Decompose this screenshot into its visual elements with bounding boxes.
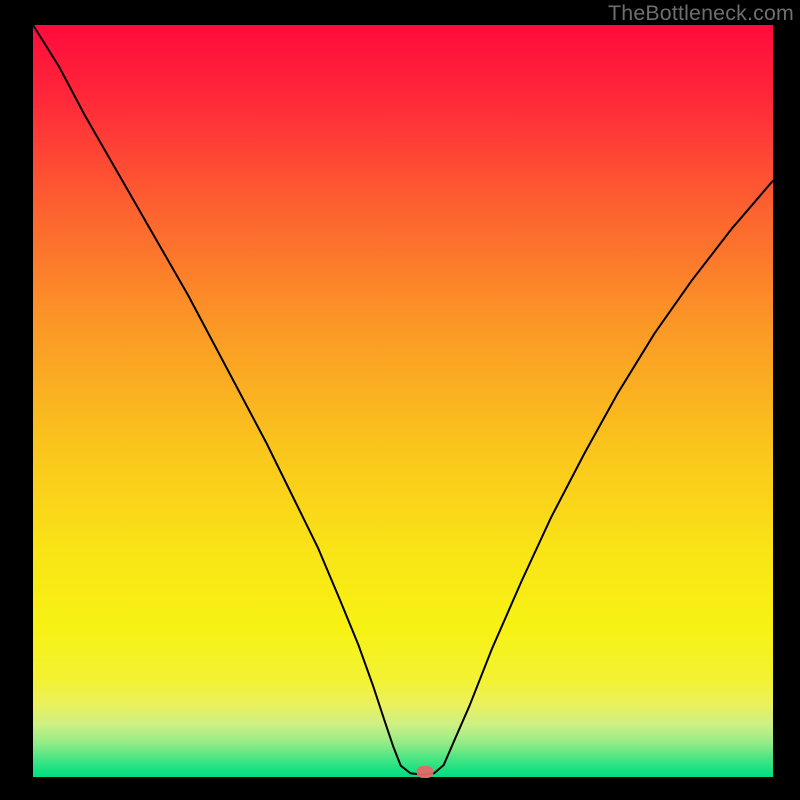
- result-marker: [417, 766, 434, 778]
- watermark-label: TheBottleneck.com: [608, 1, 794, 26]
- chart-root: { "canvas": { "width": 800, "height": 80…: [0, 0, 800, 800]
- plot-area: [33, 25, 773, 777]
